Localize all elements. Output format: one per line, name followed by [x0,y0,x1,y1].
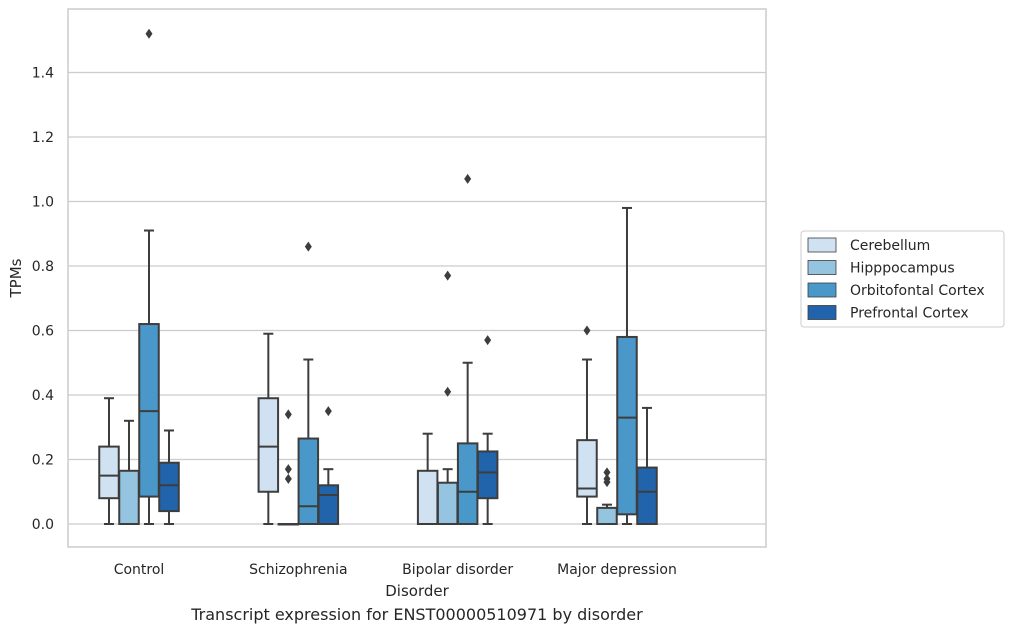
x-axis-label: Disorder [385,582,449,600]
outlier-marker [284,473,292,484]
legend-swatch [807,237,837,253]
box [436,481,459,525]
box [596,506,618,525]
box [297,437,320,526]
y-tick-label: 1.2 [32,130,54,146]
legend: Cerebellum Hipppocampus Orbitofontal Corte… [800,230,1005,328]
box-groups [98,28,658,526]
box-group [118,419,140,526]
y-tick-label: 1.0 [32,195,54,211]
box-group [576,325,598,525]
box-group [317,406,340,525]
y-tick-label: 1.4 [32,66,54,82]
box [476,450,499,500]
plot-area [68,9,766,547]
legend-label: Orbitofontal Cortex [850,283,985,299]
box [118,469,140,526]
box [317,484,340,525]
box-group [616,206,638,525]
legend-label: Cerebellum [850,238,930,254]
chart-caption: Transcript expression for ENST0000051097… [191,605,643,624]
y-tick-label: 0.6 [32,324,54,340]
x-tick-labels: Control Schizophrenia Bipolar disorder Majo… [114,562,677,578]
box [456,442,479,525]
outlier-marker [444,386,452,397]
outlier-marker [284,409,292,420]
box [158,461,180,513]
outlier-marker [464,173,472,184]
y-tick-label: 0.0 [32,517,54,533]
outlier-marker [603,467,611,478]
box [636,466,658,525]
x-tick-label: Major depression [557,562,677,578]
outlier-marker [324,406,332,417]
outlier-marker [304,241,312,252]
x-tick-label: Schizophrenia [249,562,347,578]
legend-frame [800,230,1005,328]
outlier-marker [284,464,292,475]
legend-swatch [807,305,837,320]
y-tick-label: 0.4 [32,388,54,404]
outlier-marker [484,335,492,346]
outlier-marker [444,270,452,281]
outlier-marker [603,477,611,488]
box [416,469,439,526]
legend-swatch [807,260,837,275]
x-tick-label: Control [114,562,165,578]
legend-label: Hipppocampus [850,261,955,277]
outlier-marker [583,325,591,336]
outlier-marker [145,28,153,39]
box [257,397,280,493]
box [576,439,598,498]
legend-swatch [807,282,837,298]
x-tick-label: Bipolar disorder [402,562,513,578]
box-group [257,332,280,525]
y-tick-labels: 0.0 0.2 0.4 0.6 0.8 1.0 1.2 1.4 [32,66,54,534]
box-group [158,429,180,525]
box-group [98,397,120,525]
box [616,335,638,516]
box [98,445,120,500]
plot-frame [67,8,767,548]
box-group [596,467,618,525]
y-tick-label: 0.2 [32,453,54,469]
box-group [138,28,160,525]
legend-label: Prefrontal Cortex [850,306,969,322]
box-group [297,241,320,526]
y-tick-label: 0.8 [32,259,54,275]
y-axis-label: TPMs [7,258,25,298]
grid-lines [68,71,766,525]
box-group [476,335,499,525]
box-group [636,406,658,525]
